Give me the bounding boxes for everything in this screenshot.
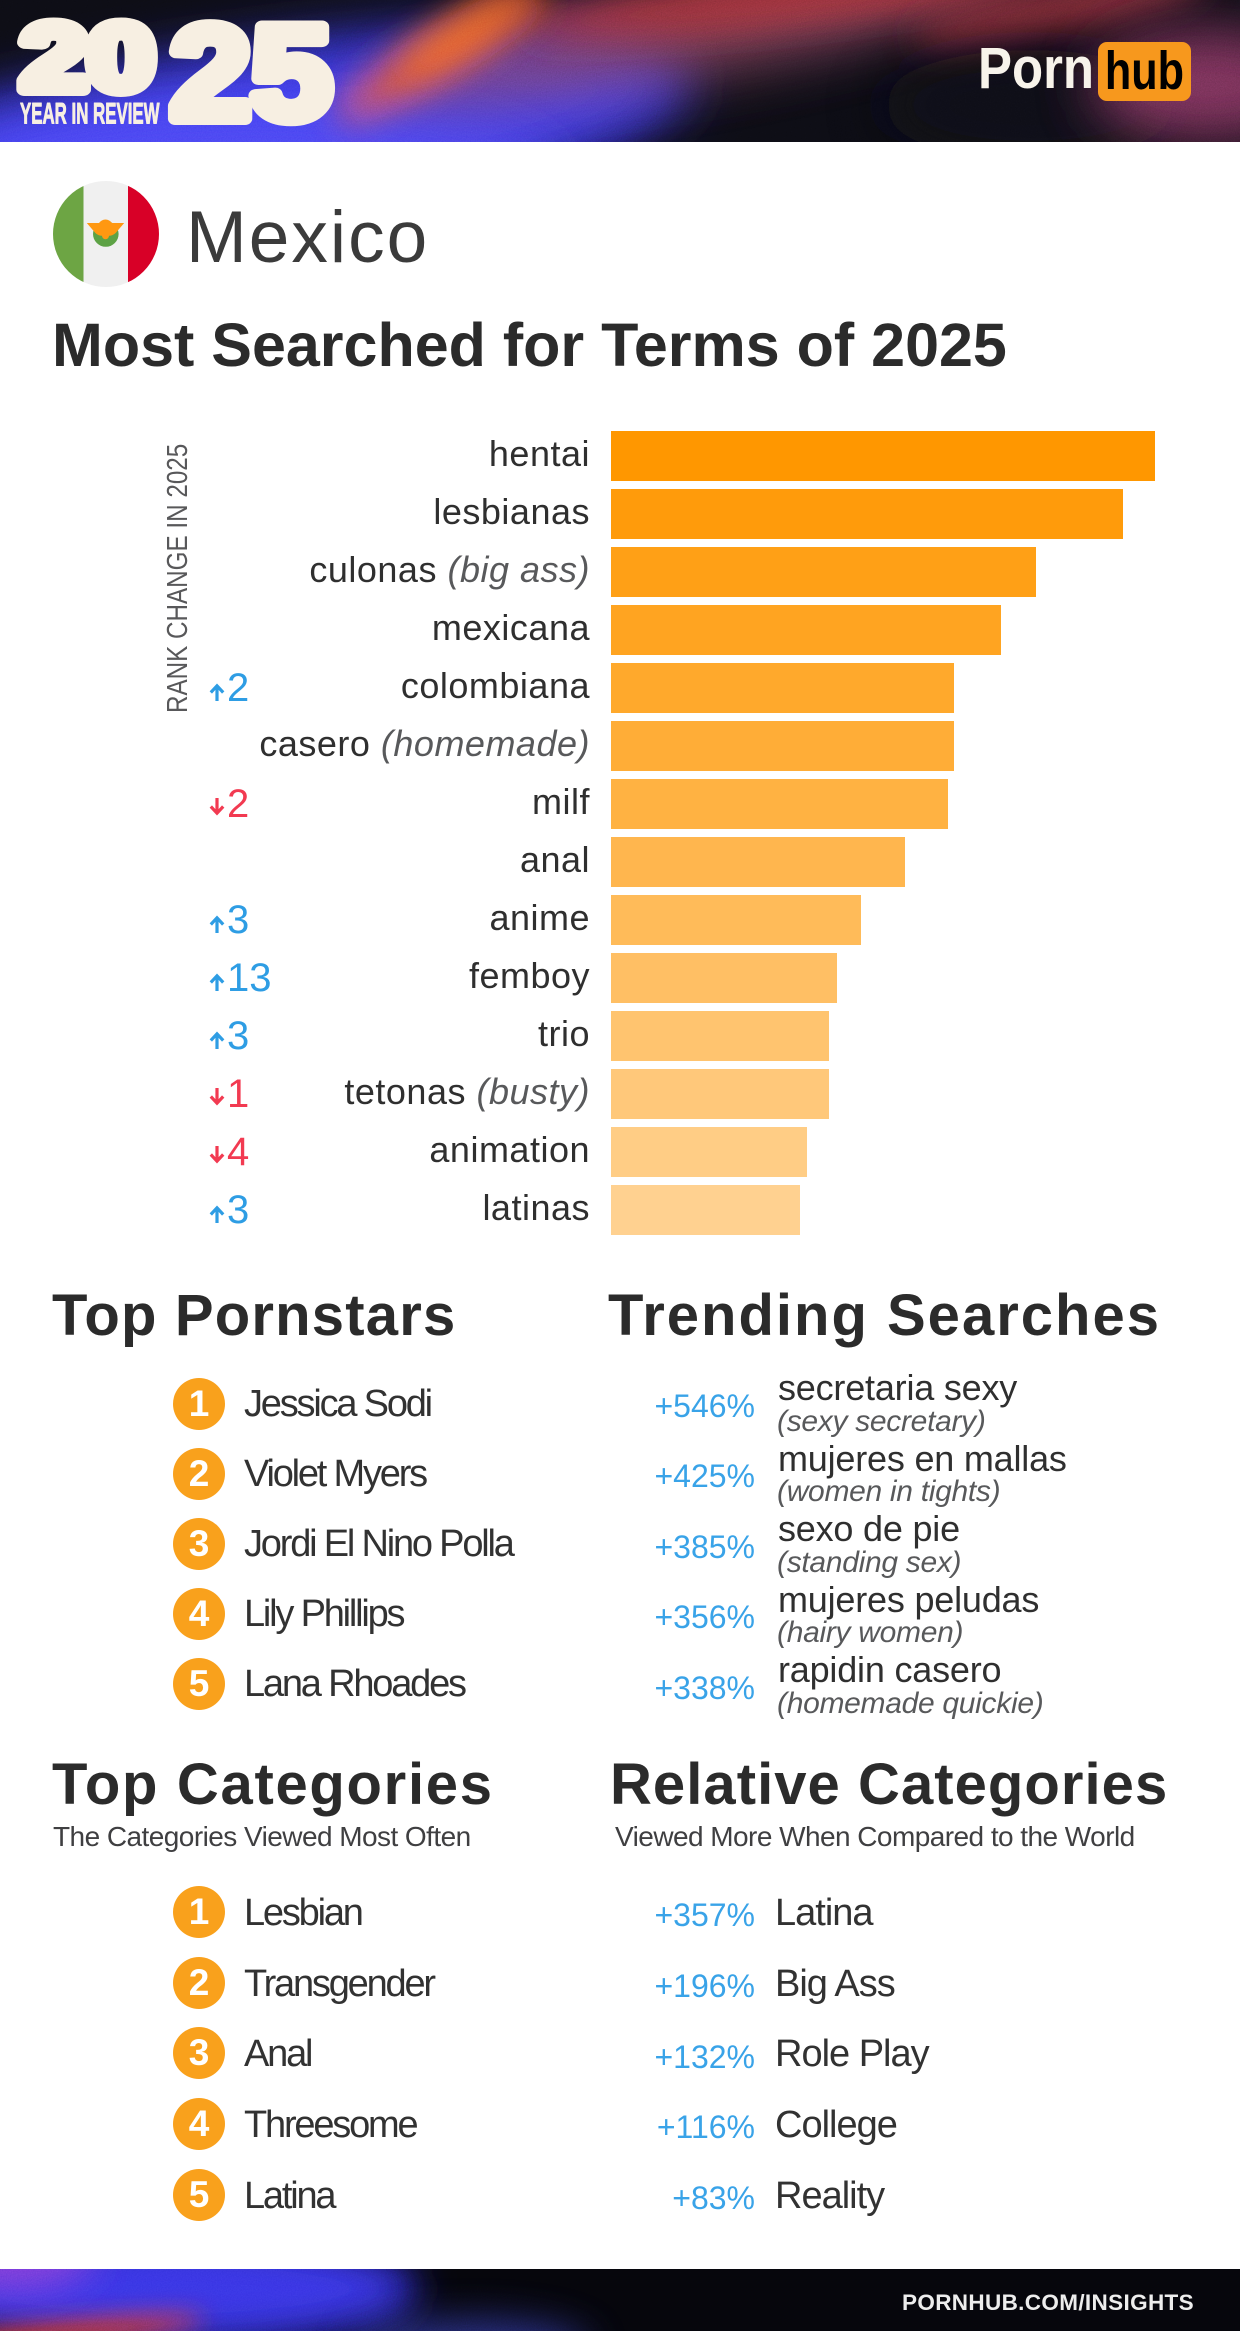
svg-text:25: 25: [170, 0, 332, 142]
svg-text:YEAR IN REVIEW: YEAR IN REVIEW: [20, 98, 160, 131]
svg-text:20: 20: [21, 5, 155, 110]
